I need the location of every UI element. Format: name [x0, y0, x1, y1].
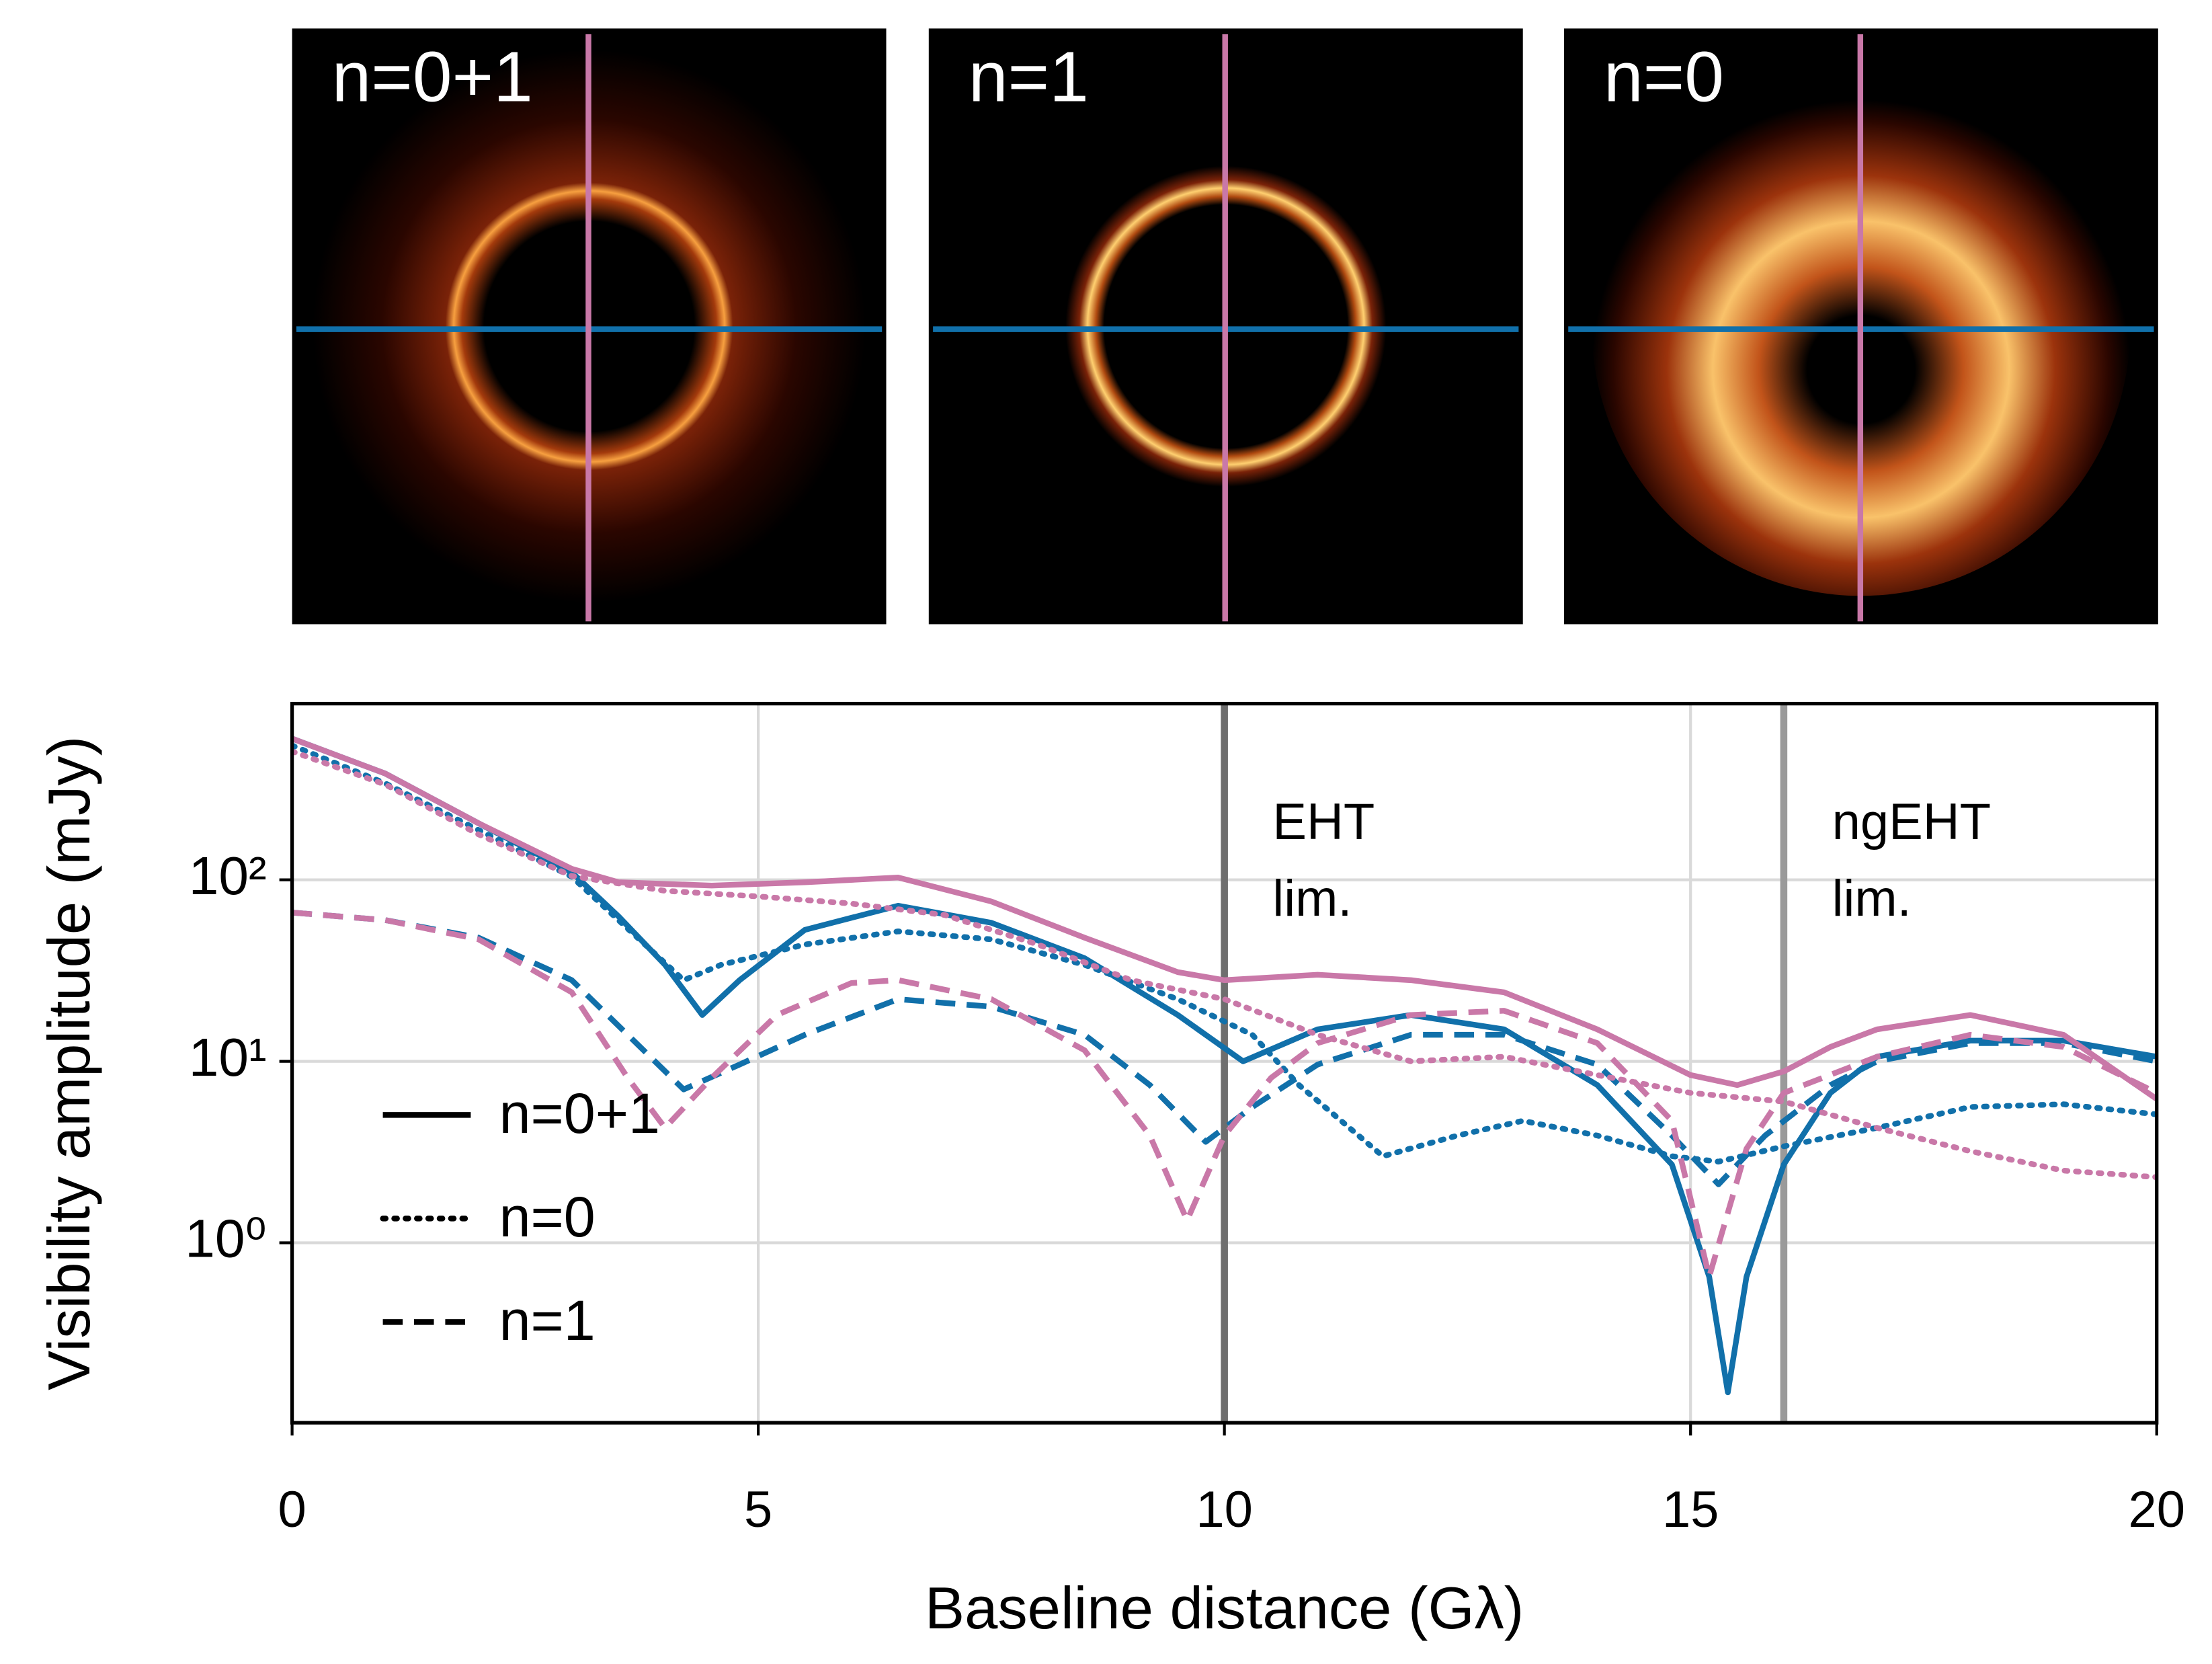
y-tick-label: 10² [189, 845, 267, 906]
limit-annotation: ngEHT [1832, 793, 1991, 850]
series-line [292, 742, 2157, 1165]
series-line [292, 910, 2157, 1280]
series-line [292, 736, 2157, 1102]
panel-label: n=0+1 [332, 38, 533, 116]
limit-annotation: lim. [1832, 870, 1912, 927]
x-tick-label: 10 [1196, 1481, 1252, 1538]
image-panels: n=0+1 n=1 n=0 [292, 28, 2158, 625]
limit-annotation: EHT [1272, 793, 1375, 850]
x-tick-label: 20 [2128, 1481, 2184, 1538]
series-line [292, 736, 2157, 1396]
legend-label: n=0 [499, 1185, 596, 1249]
y-tick-label: 10⁰ [185, 1208, 266, 1269]
series-line [292, 748, 2157, 1181]
legend-label: n=0+1 [499, 1082, 660, 1145]
x-axis-label: Baseline distance (Gλ) [925, 1575, 1524, 1641]
x-tick-label: 15 [1662, 1481, 1719, 1538]
series-line [292, 910, 2157, 1187]
panel-label: n=0 [1604, 38, 1724, 116]
y-axis-label: Visibility amplitude (mJy) [36, 736, 102, 1390]
x-tick-label: 0 [278, 1481, 306, 1538]
plot: 0 5 10 15 20 10⁰ 10¹ 10² EHT lim. ngEHT lim. n=0+1 n=… [36, 701, 2185, 1641]
series-group [292, 736, 2157, 1396]
panel-label: n=1 [969, 38, 1089, 116]
legend-label: n=1 [499, 1289, 596, 1352]
x-tick-label: 5 [744, 1481, 772, 1538]
plot-frame [290, 701, 2159, 1425]
y-tick-label: 10¹ [189, 1027, 267, 1087]
limit-annotation: lim. [1272, 870, 1352, 927]
